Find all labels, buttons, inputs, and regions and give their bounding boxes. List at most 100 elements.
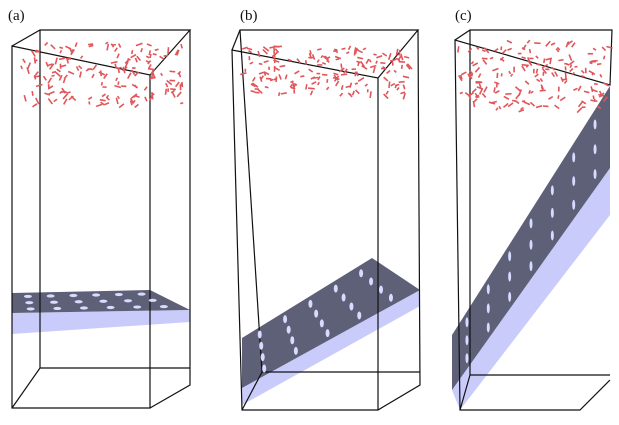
molecule <box>171 90 174 93</box>
molecule <box>145 97 147 101</box>
molecule <box>515 101 519 104</box>
molecule <box>118 68 119 73</box>
molecule <box>32 91 33 96</box>
molecule <box>115 64 116 69</box>
molecule <box>48 99 52 104</box>
molecule <box>259 72 264 74</box>
molecule <box>492 69 498 71</box>
molecule <box>128 73 131 79</box>
spot <box>487 323 490 333</box>
molecule <box>135 58 137 62</box>
panel-label: (c) <box>455 8 472 24</box>
molecule <box>581 76 584 77</box>
molecule <box>255 92 260 93</box>
molecule <box>348 93 351 95</box>
page: (a) (b) (c) (() => { const data = JSON.p… <box>0 0 619 425</box>
molecule <box>60 91 62 93</box>
spot <box>124 299 132 302</box>
molecule <box>536 64 540 65</box>
molecule <box>401 54 403 60</box>
spot <box>594 119 597 129</box>
box <box>12 30 190 408</box>
molecule <box>403 85 404 90</box>
molecule <box>116 78 118 81</box>
molecule <box>535 74 538 77</box>
molecule <box>373 67 375 73</box>
molecule <box>24 95 26 101</box>
molecule <box>475 67 479 72</box>
molecule <box>179 73 181 77</box>
molecule <box>63 79 65 83</box>
molecule <box>306 84 307 89</box>
molecule <box>93 65 96 69</box>
molecule <box>35 72 38 75</box>
molecule <box>482 50 485 51</box>
molecule <box>92 74 94 78</box>
molecule <box>313 77 318 78</box>
molecule <box>55 58 57 65</box>
molecule <box>590 63 593 64</box>
spot <box>290 336 294 344</box>
molecule <box>54 99 57 101</box>
molecule <box>504 96 509 99</box>
molecule <box>32 51 36 57</box>
molecule <box>308 88 315 89</box>
molecule <box>111 44 113 48</box>
molecule <box>318 82 320 85</box>
spot <box>138 292 146 295</box>
molecule <box>507 49 511 51</box>
slab-top <box>242 258 420 388</box>
spot <box>551 185 554 195</box>
molecule <box>604 56 605 60</box>
molecule <box>119 104 124 108</box>
molecule <box>107 44 108 50</box>
molecule <box>317 60 319 63</box>
molecule <box>397 88 399 91</box>
molecule <box>48 78 51 84</box>
spot <box>160 305 168 308</box>
molecule <box>591 86 592 92</box>
spot <box>342 294 346 302</box>
molecule <box>150 54 151 58</box>
molecule <box>524 102 530 105</box>
molecule <box>102 94 105 97</box>
spot <box>308 300 312 308</box>
spot <box>69 294 77 297</box>
molecule <box>181 44 182 48</box>
molecule <box>90 69 93 70</box>
molecule <box>465 93 468 95</box>
molecule <box>460 92 463 93</box>
molecule <box>285 75 286 80</box>
molecule <box>386 91 388 94</box>
molecule <box>336 59 340 60</box>
molecule <box>160 56 164 59</box>
spot <box>508 292 511 302</box>
molecule <box>402 65 403 69</box>
molecule <box>358 50 363 52</box>
molecule <box>36 98 39 104</box>
molecule <box>144 87 147 91</box>
molecule <box>313 54 315 59</box>
molecule <box>114 86 120 88</box>
spot <box>465 353 468 363</box>
spot <box>357 311 361 319</box>
molecule <box>335 56 341 58</box>
molecule <box>570 65 572 68</box>
spot <box>326 329 330 337</box>
molecule <box>566 64 569 65</box>
molecule <box>66 58 70 59</box>
molecule <box>536 56 538 58</box>
molecule <box>569 61 574 65</box>
molecule <box>80 72 81 78</box>
molecule <box>107 98 110 100</box>
spot <box>551 208 554 218</box>
molecule <box>525 81 529 84</box>
spot <box>149 299 157 302</box>
molecule <box>64 75 67 79</box>
molecule <box>483 60 487 65</box>
molecule <box>333 73 338 75</box>
molecule <box>358 78 364 82</box>
molecule <box>63 94 67 99</box>
molecule <box>295 71 300 74</box>
molecule <box>390 59 396 61</box>
